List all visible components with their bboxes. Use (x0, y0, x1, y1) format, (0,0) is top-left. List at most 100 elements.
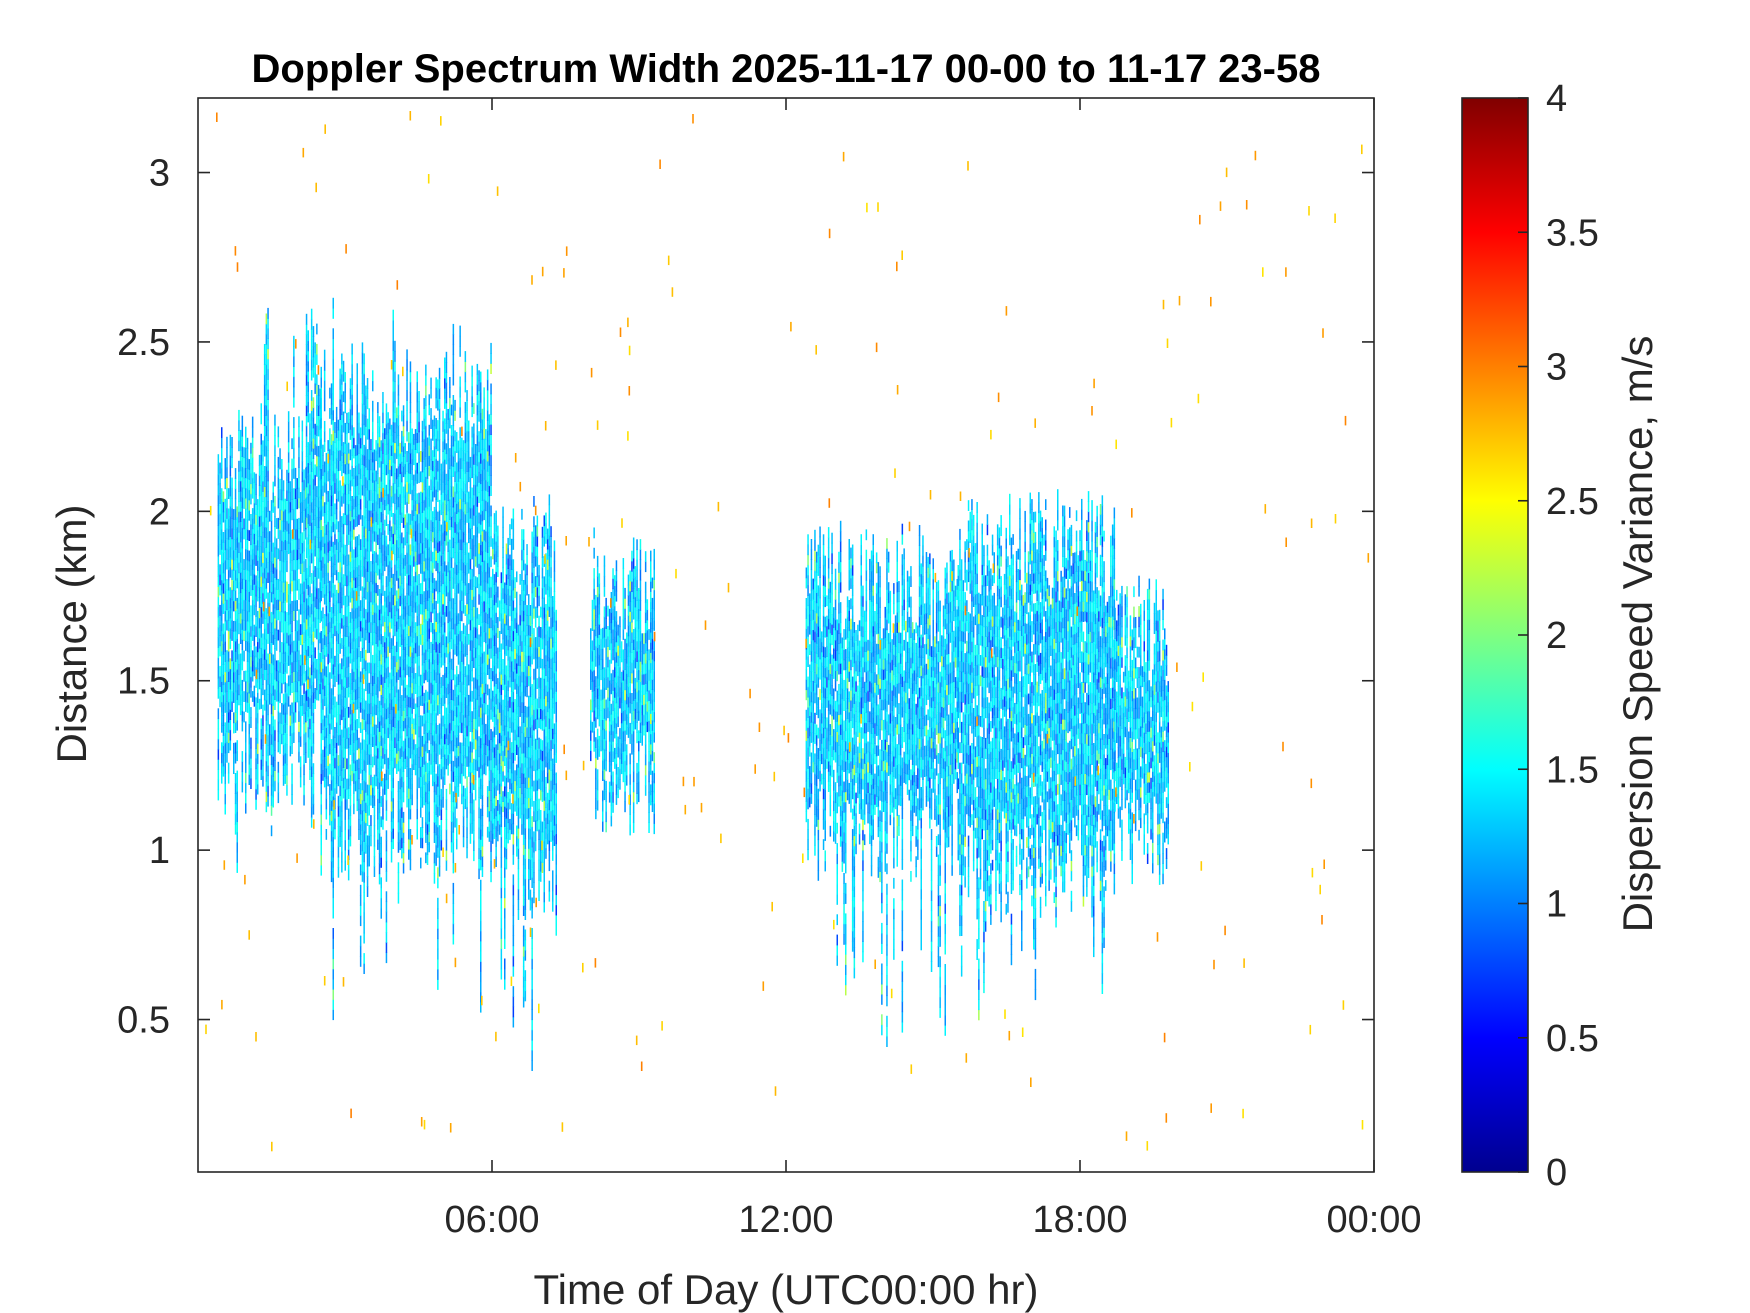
heat-cell (392, 350, 394, 362)
heat-cell (347, 574, 350, 586)
heat-cell (332, 308, 334, 319)
heat-cell (452, 852, 455, 864)
heat-cell (370, 754, 372, 765)
heat-cell (438, 439, 441, 450)
heat-cell (375, 531, 377, 543)
heat-cell (368, 621, 370, 633)
heat-cell (447, 470, 449, 481)
heat-cell (359, 620, 362, 632)
heat-cell (387, 463, 389, 474)
heat-cell (322, 444, 324, 456)
heat-cell (399, 453, 401, 464)
heat-cell (433, 456, 436, 467)
heat-cell (339, 693, 341, 705)
heat-cell (291, 621, 293, 632)
heat-cell (363, 871, 365, 883)
heat-cell (437, 958, 439, 970)
heat-cell (234, 742, 237, 754)
heat-cell (317, 588, 320, 599)
heat-cell (413, 647, 415, 659)
heat-cell (289, 725, 292, 736)
heat-cell (426, 823, 429, 835)
heat-cell (399, 483, 401, 495)
heat-cell (317, 689, 320, 701)
heat-cell (344, 768, 346, 780)
heat-cell (378, 528, 381, 539)
heat-cell (385, 830, 388, 842)
heat-cell (368, 632, 370, 643)
heat-cell (423, 479, 425, 491)
heat-cell (430, 641, 432, 653)
heat-cell (382, 392, 384, 403)
heat-cell (384, 489, 386, 500)
heat-cell (334, 503, 336, 515)
heat-cell (258, 495, 261, 507)
heat-cell (287, 492, 290, 504)
heat-cell (409, 849, 412, 861)
heat-cell (440, 473, 443, 485)
heat-cell (373, 571, 376, 583)
heat-cell (325, 534, 328, 545)
heat-cell (274, 516, 276, 528)
heat-cell (353, 508, 355, 520)
heat-cell (320, 641, 322, 652)
heat-cell (236, 699, 238, 711)
heat-cell (409, 798, 412, 810)
heat-cell (219, 462, 221, 474)
heat-cell (440, 616, 443, 627)
heat-cell (275, 629, 278, 641)
heat-cell (347, 645, 350, 657)
heat-cell (236, 740, 238, 751)
heat-cell (392, 624, 394, 636)
heat-cell (399, 686, 401, 698)
heat-cell (411, 560, 413, 572)
heat-cell (317, 608, 320, 620)
heat-cell (450, 750, 453, 761)
heat-cell (238, 664, 240, 675)
heat-cell (433, 435, 436, 447)
heat-cell (430, 519, 432, 531)
heat-cell (320, 407, 322, 419)
heat-cell (365, 649, 367, 661)
heat-cell (382, 412, 384, 424)
heat-cell (226, 528, 228, 539)
heat-cell (323, 776, 326, 788)
heat-cell (322, 698, 324, 710)
heat-cell (342, 675, 345, 687)
heat-cell (325, 473, 328, 484)
heat-cell (289, 501, 292, 513)
heat-cell (370, 561, 372, 572)
heat-cell (330, 586, 333, 598)
heat-cell (250, 605, 252, 617)
heat-cell (307, 645, 309, 657)
heat-cell (322, 607, 324, 619)
heat-cell (246, 549, 249, 561)
heat-cell (385, 840, 388, 852)
heat-cell (361, 616, 364, 628)
heat-cell (289, 704, 292, 716)
heat-cell (402, 700, 405, 711)
heat-cell (416, 462, 418, 474)
heat-cell (409, 554, 412, 566)
heat-cell (231, 589, 233, 601)
heat-cell (291, 672, 293, 683)
heat-cell (316, 435, 318, 447)
heat-cell (404, 626, 406, 637)
heat-cell (257, 743, 259, 754)
heat-cell (359, 864, 362, 876)
heat-cell (452, 689, 455, 701)
heat-cell (265, 801, 268, 813)
heat-cell (219, 513, 221, 525)
heat-cell (368, 469, 370, 481)
heat-cell (287, 512, 290, 524)
heat-cell (437, 918, 439, 929)
heat-cell (430, 550, 432, 562)
heat-cell (263, 425, 266, 437)
heat-cell (277, 436, 280, 448)
heat-cell (332, 460, 334, 472)
heat-cell (344, 727, 346, 739)
heat-cell (291, 438, 293, 450)
heat-cell (351, 689, 353, 700)
heat-cell (399, 503, 401, 515)
heat-cell (231, 508, 233, 519)
